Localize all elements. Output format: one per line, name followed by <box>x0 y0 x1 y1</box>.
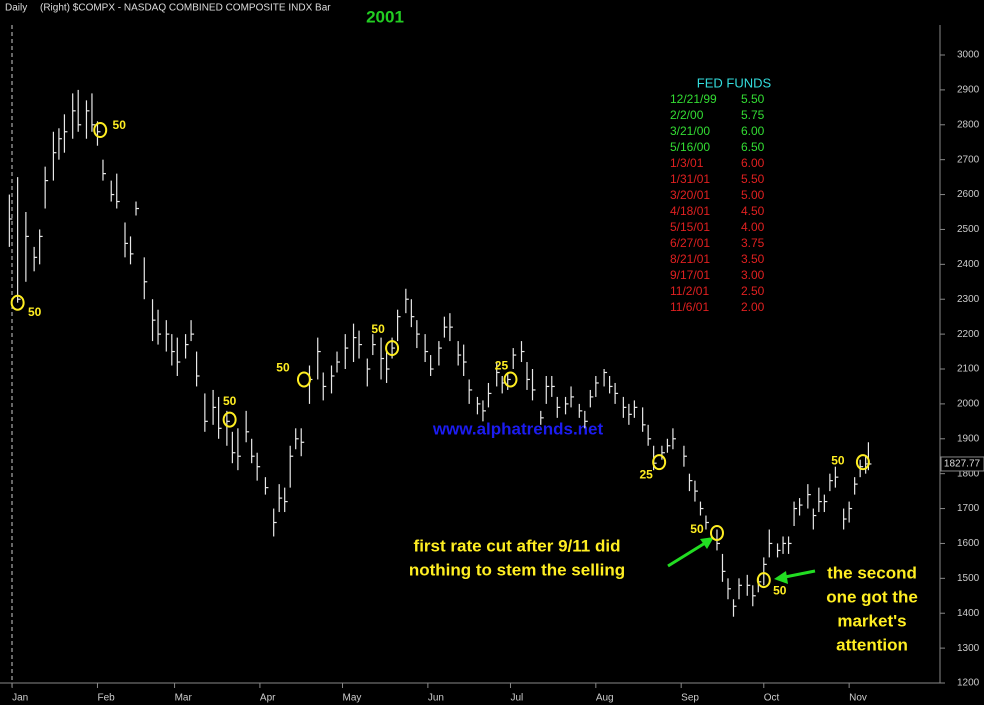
y-tick-label: 2100 <box>957 364 980 375</box>
x-tick-label: Sep <box>681 693 699 704</box>
x-tick-label: Feb <box>97 693 115 704</box>
arrow-head <box>774 571 788 584</box>
x-tick-label: Jun <box>428 693 444 704</box>
table-date: 8/21/01 <box>670 252 710 266</box>
rate-cut-label: 50 <box>276 361 290 375</box>
arrow <box>667 538 711 568</box>
x-tick-label: Nov <box>849 693 867 704</box>
period: Daily <box>5 3 27 14</box>
y-tick-label: 1900 <box>957 433 980 444</box>
y-tick-label: 2300 <box>957 294 980 305</box>
table-date: 9/17/01 <box>670 268 710 282</box>
y-tick-label: 1200 <box>957 678 980 689</box>
y-tick-label: 2200 <box>957 329 980 340</box>
y-tick-label: 1700 <box>957 503 980 514</box>
chart-title: 2001 <box>366 7 404 26</box>
table-date: 6/27/01 <box>670 236 710 250</box>
rate-cut-marker <box>709 524 724 541</box>
x-tick-label: Oct <box>764 693 780 704</box>
y-tick-label: 2800 <box>957 119 980 130</box>
rate-cut-marker <box>855 454 870 471</box>
rate-cut-marker <box>756 572 771 589</box>
table-rate: 5.00 <box>741 188 765 202</box>
x-tick-label: Jul <box>510 693 523 704</box>
table-rate: 5.50 <box>741 92 765 106</box>
x-tick-label: May <box>343 693 362 704</box>
note: the second <box>827 563 917 582</box>
table-date: 1/3/01 <box>670 156 704 170</box>
rate-cut-label: 50 <box>223 394 237 408</box>
rate-cut-label: 25 <box>639 467 653 481</box>
y-tick-label: 2700 <box>957 154 980 165</box>
y-tick-label: 1800 <box>957 468 980 479</box>
table-rate: 6.00 <box>741 156 765 170</box>
y-tick-label: 3000 <box>957 50 980 61</box>
rate-cut-marker <box>93 122 108 139</box>
table-rate: 3.50 <box>741 252 765 266</box>
rate-cut-marker <box>503 371 518 388</box>
note: attention <box>836 635 908 654</box>
note: first rate cut after 9/11 did <box>414 536 621 555</box>
table-date: 5/15/01 <box>670 220 710 234</box>
rate-cut-label: 50 <box>28 305 42 319</box>
x-tick-label: Apr <box>260 693 276 704</box>
table-rate: 6.00 <box>741 124 765 138</box>
last-price-box <box>940 456 984 472</box>
rate-cut-label: 50 <box>371 322 385 336</box>
table-rate: 4.00 <box>741 220 765 234</box>
table-date: 3/20/01 <box>670 188 710 202</box>
y-tick-label: 2900 <box>957 85 980 96</box>
note: nothing to stem the selling <box>409 560 625 579</box>
watermark: www.alphatrends.net <box>432 419 604 438</box>
rate-cut-marker <box>222 411 237 428</box>
y-tick-label: 2500 <box>957 224 980 235</box>
rate-cut-label: 50 <box>113 118 127 132</box>
table-date: 3/21/00 <box>670 124 710 138</box>
table-title: FED FUNDS <box>697 75 772 90</box>
table-rate: 3.75 <box>741 236 765 250</box>
table-rate: 5.75 <box>741 108 765 122</box>
table-date: 4/18/01 <box>670 204 710 218</box>
table-date: 2/2/00 <box>670 108 704 122</box>
y-tick-label: 2600 <box>957 189 980 200</box>
table-rate: 2.50 <box>741 284 765 298</box>
rate-cut-label: 50 <box>773 583 787 597</box>
table-rate: 5.50 <box>741 172 765 186</box>
note: one got the <box>826 587 918 606</box>
y-tick-label: 2400 <box>957 259 980 270</box>
rate-cut-label: 50 <box>690 522 704 536</box>
last-price: 1827.77 <box>944 459 981 470</box>
rate-cut-marker <box>652 454 667 471</box>
x-tick-label: Aug <box>596 693 614 704</box>
table-rate: 2.00 <box>741 300 765 314</box>
table-date: 11/6/01 <box>670 300 709 314</box>
table-rate: 3.00 <box>741 268 765 282</box>
y-tick-label: 1300 <box>957 643 980 654</box>
rate-cut-marker <box>385 340 400 357</box>
table-date: 12/21/99 <box>670 92 717 106</box>
rate-cut-marker <box>296 371 311 388</box>
table-date: 1/31/01 <box>670 172 710 186</box>
note: market's <box>837 611 906 630</box>
table-date: 5/16/00 <box>670 140 710 154</box>
rate-cut-label: 25 <box>495 359 509 373</box>
y-tick-label: 2000 <box>957 399 980 410</box>
table-rate: 6.50 <box>741 140 765 154</box>
y-tick-label: 1500 <box>957 573 980 584</box>
y-tick-label: 1600 <box>957 538 980 549</box>
table-rate: 4.50 <box>741 204 765 218</box>
rate-cut-label: 50 <box>831 453 845 467</box>
subtitle: (Right) $COMPX - NASDAQ COMBINED COMPOSI… <box>40 3 331 14</box>
arrow-head <box>700 537 714 549</box>
rate-cut-marker <box>10 294 25 311</box>
x-tick-label: Jan <box>12 693 28 704</box>
y-tick-label: 1400 <box>957 608 980 619</box>
x-tick-label: Mar <box>175 693 193 704</box>
table-date: 11/2/01 <box>670 284 709 298</box>
